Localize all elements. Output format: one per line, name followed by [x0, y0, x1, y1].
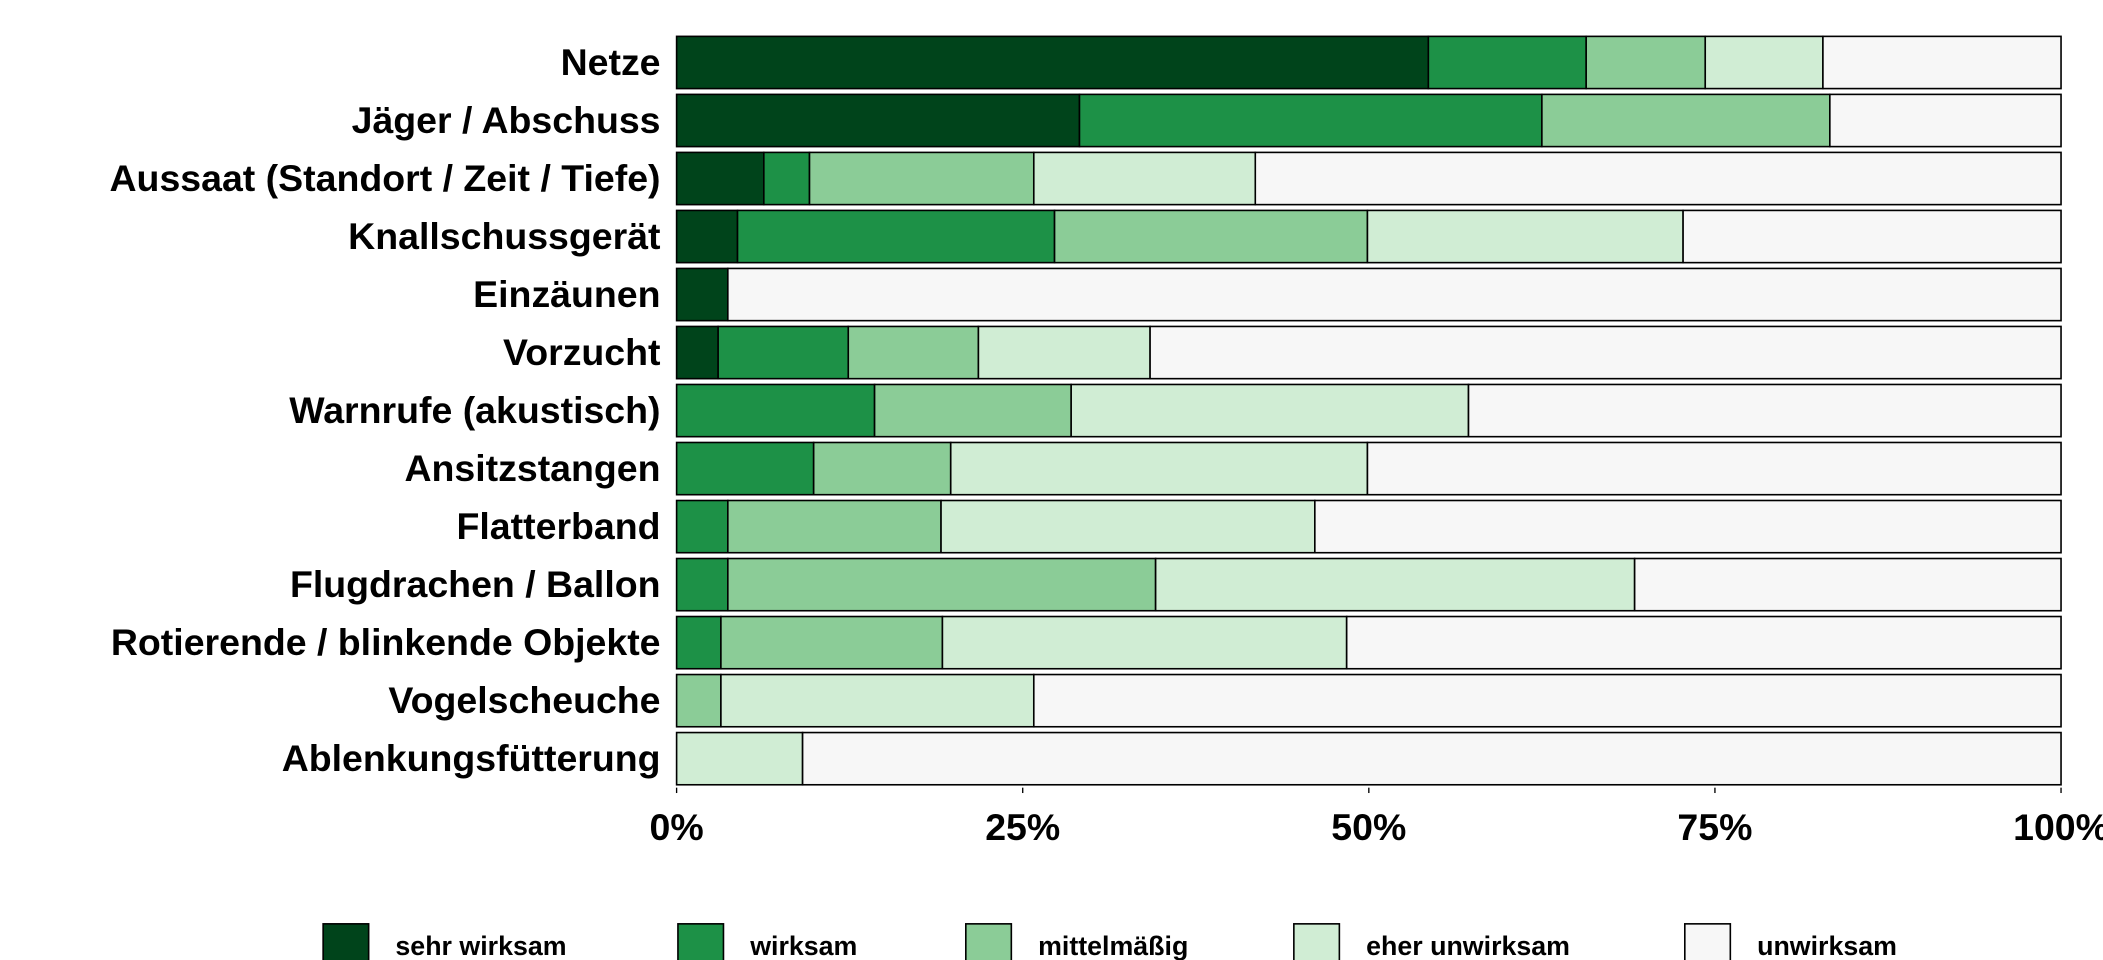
bar-segment: [675, 325, 719, 380]
legend-swatch: [1684, 923, 1732, 960]
bar-segment: [977, 325, 1151, 380]
category-label: Aussaat (Standort / Zeit / Tiefe): [110, 157, 661, 199]
legend-swatch: [1293, 923, 1341, 960]
bar-segment: [675, 673, 722, 728]
bar-segment: [1682, 209, 2062, 264]
legend-label: unwirksam: [1757, 931, 1897, 960]
bar-segment: [1154, 557, 1636, 612]
bar-segment: [720, 673, 1035, 728]
bar-segment: [675, 499, 729, 554]
bar-segment: [1427, 35, 1587, 90]
category-label: Ablenkungsfütterung: [282, 737, 661, 779]
bar-segment: [1032, 151, 1257, 206]
x-tick-label: 75%: [1677, 806, 1752, 848]
bar-segment: [1345, 615, 2062, 670]
bar-segment: [717, 325, 850, 380]
bar-segment: [1314, 499, 2062, 554]
bar-segment: [847, 325, 980, 380]
bar-segment: [1704, 35, 1824, 90]
legend-label: eher unwirksam: [1366, 931, 1570, 960]
category-label: Ansitzstangen: [404, 447, 660, 489]
bar-segment: [727, 267, 2062, 322]
bar-segment: [720, 615, 944, 670]
category-label: Einzäunen: [473, 273, 660, 315]
bar-segment: [675, 557, 729, 612]
bar-segment: [1633, 557, 2062, 612]
x-tick-label: 0%: [650, 806, 704, 848]
bar-segment: [675, 93, 1081, 148]
bar-segment: [1149, 325, 2062, 380]
category-label: Vogelscheuche: [388, 679, 660, 721]
category-label: Knallschussgerät: [348, 215, 661, 257]
bar-segment: [812, 441, 952, 496]
bar-segment: [675, 615, 722, 670]
bar-segment: [675, 267, 729, 322]
bar-segment: [1467, 383, 2062, 438]
bar-segment: [1585, 35, 1707, 90]
bar-segment: [675, 35, 1430, 90]
x-tick-label: 50%: [1331, 806, 1406, 848]
category-label: Jäger / Abschuss: [352, 99, 661, 141]
bar-segment: [675, 441, 815, 496]
bar-segment: [873, 383, 1072, 438]
bar-segment: [1070, 383, 1470, 438]
bar-segment: [1829, 93, 2062, 148]
legend-label: sehr wirksam: [395, 931, 566, 960]
legend-swatch: [322, 923, 370, 960]
category-label: Flugdrachen / Ballon: [290, 563, 661, 605]
bar-segment: [1078, 93, 1543, 148]
bar-segment: [940, 499, 1316, 554]
x-tick-label: 100%: [2013, 806, 2103, 848]
bar-segment: [675, 151, 765, 206]
category-label: Flatterband: [457, 505, 661, 547]
bar-segment: [1822, 35, 2062, 90]
bar-segment: [1366, 209, 1684, 264]
bar-segment: [1053, 209, 1369, 264]
bar-segment: [801, 731, 2062, 786]
bar-segment: [941, 615, 1348, 670]
x-tick-label: 25%: [985, 806, 1060, 848]
bar-segment: [675, 731, 804, 786]
bar-segment: [1366, 441, 2062, 496]
bar-segment: [949, 441, 1369, 496]
category-label: Vorzucht: [503, 331, 661, 373]
legend-label: mittelmäßig: [1038, 931, 1188, 960]
bar-segment: [1032, 673, 2062, 728]
bar-segment: [736, 209, 1056, 264]
legend-swatch: [965, 923, 1013, 960]
bar-segment: [808, 151, 1035, 206]
category-label: Netze: [561, 41, 661, 83]
category-label: Warnrufe (akustisch): [289, 389, 660, 431]
bar-segment: [675, 383, 876, 438]
bar-segment: [1254, 151, 2062, 206]
bar-segment: [1541, 93, 1831, 148]
bar-segment: [727, 557, 1157, 612]
category-label: Rotierende / blinkende Objekte: [111, 621, 661, 663]
bar-segment: [763, 151, 811, 206]
legend-label: wirksam: [749, 931, 857, 960]
bar-segment: [727, 499, 942, 554]
legend-swatch: [677, 923, 725, 960]
bar-segment: [675, 209, 739, 264]
